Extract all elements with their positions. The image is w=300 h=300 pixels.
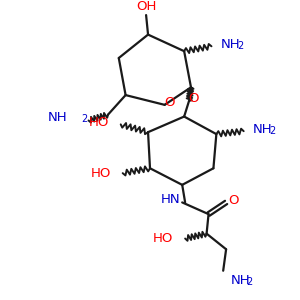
Text: NH: NH <box>253 123 272 136</box>
Text: HO: HO <box>153 232 173 245</box>
Text: HN: HN <box>160 193 180 206</box>
Text: OH: OH <box>136 0 156 13</box>
Text: O: O <box>229 194 239 207</box>
Text: NH: NH <box>231 274 250 287</box>
Text: 2: 2 <box>269 126 275 136</box>
Text: 2: 2 <box>237 41 243 51</box>
Text: 2: 2 <box>82 115 88 124</box>
Text: NH: NH <box>220 38 240 51</box>
Text: HO: HO <box>88 116 109 129</box>
Text: 2: 2 <box>247 278 253 287</box>
Text: HO: HO <box>91 167 111 180</box>
Text: O: O <box>189 92 199 104</box>
Text: O: O <box>164 96 175 110</box>
Text: NH: NH <box>47 111 67 124</box>
